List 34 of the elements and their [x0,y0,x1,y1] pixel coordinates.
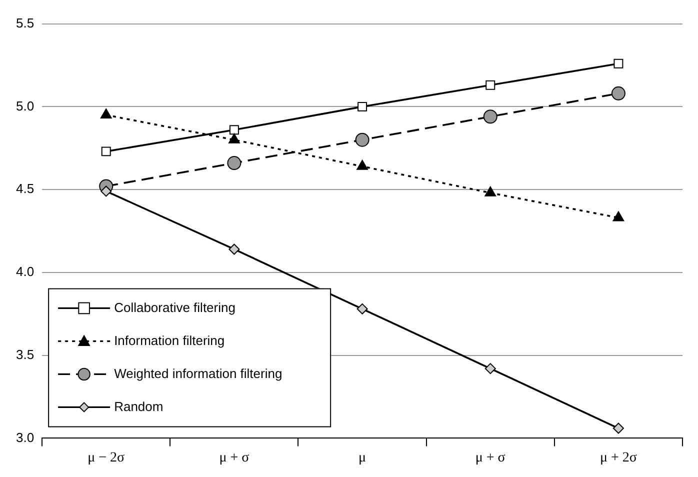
point [356,303,368,314]
y-tick-label: 3.5 [16,346,34,362]
y-tick-label: 4.5 [16,181,34,196]
point [227,156,242,170]
y-tick-label: 5.0 [16,98,34,114]
point [356,160,368,170]
point [228,133,240,144]
point [612,211,624,222]
point [612,422,624,434]
point [355,132,370,147]
x-tick-label: μ [358,450,366,466]
legend-label: Weighted information filtering [114,366,282,381]
point [100,186,112,197]
point [483,110,498,124]
point [228,244,240,255]
y-tick-label: 3.0 [16,430,34,445]
y-tick-label: 5.5 [16,15,34,30]
point [484,363,496,374]
point [358,102,368,112]
legend-label: Information filtering [114,332,225,348]
x-tick-label: μ + 2σ [600,450,638,466]
point [486,80,496,90]
point [614,58,624,68]
point [100,108,112,118]
x-tick-label: μ + σ [219,450,250,466]
x-tick-label: μ − 2σ [88,450,126,466]
legend-label: Collaborative filtering [114,300,236,315]
x-tick-label: μ + σ [475,450,506,466]
legend-label: Random [114,398,164,414]
point [611,86,626,100]
point [101,146,111,156]
point [484,186,496,196]
y-tick-label: 4.0 [16,264,34,280]
point [229,125,239,135]
